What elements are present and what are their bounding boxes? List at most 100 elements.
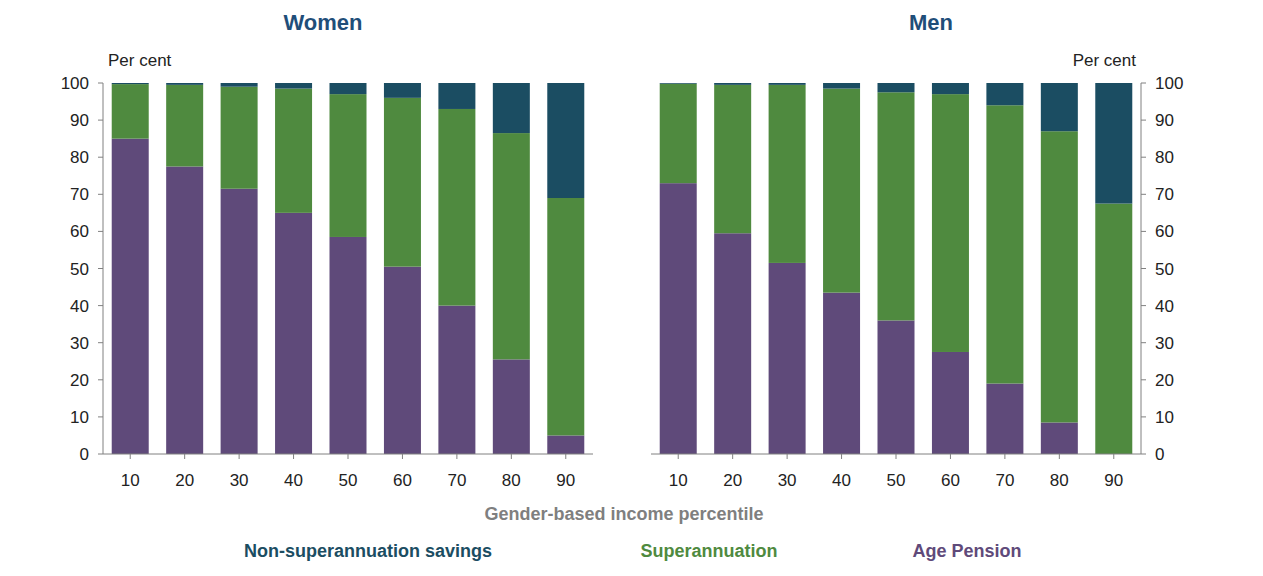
y-tick	[98, 120, 103, 121]
bar-segment	[714, 83, 751, 85]
bar-segment	[878, 92, 915, 320]
y-tick-label: 0	[1155, 445, 1164, 464]
x-tick	[841, 454, 842, 459]
bar-segment	[823, 89, 860, 293]
y-tick-label: 90	[1155, 111, 1174, 130]
x-tick	[184, 454, 185, 459]
bar-segment	[1041, 131, 1078, 422]
category-label: 10	[669, 471, 688, 490]
y-tick-label: 20	[70, 371, 89, 390]
bar-segment	[714, 85, 751, 233]
bar-segment	[438, 306, 475, 454]
y-tick-label: 90	[70, 111, 89, 130]
x-tick	[456, 454, 457, 459]
category-label: 90	[556, 471, 575, 490]
bar-segment	[330, 237, 367, 454]
y-tick	[98, 83, 103, 84]
bars	[112, 83, 585, 454]
x-tick	[293, 454, 294, 459]
y-tick	[1141, 342, 1146, 343]
category-label: 30	[230, 471, 249, 490]
x-axis-label: Gender-based income percentile	[484, 504, 763, 524]
y-tick-label: 60	[1155, 222, 1174, 241]
y-tick	[98, 454, 103, 455]
x-tick	[896, 454, 897, 459]
category-label: 50	[339, 471, 358, 490]
bar-segment	[438, 83, 475, 109]
bar-segment	[1095, 83, 1132, 204]
y-tick	[1141, 454, 1146, 455]
bar-segment	[438, 109, 475, 306]
y-tick-label: 0	[80, 445, 89, 464]
bar-segment	[384, 83, 421, 98]
bar-segment	[275, 213, 312, 454]
baseline	[103, 454, 593, 455]
category-label: 30	[778, 471, 797, 490]
x-tick	[1004, 454, 1005, 459]
y-tick-label: 80	[70, 148, 89, 167]
x-tick	[511, 454, 512, 459]
bar-segment	[1095, 204, 1132, 454]
bar-segment	[769, 263, 806, 454]
y-tick	[1141, 120, 1146, 121]
y-tick	[1141, 268, 1146, 269]
x-tick	[130, 454, 131, 459]
bar-segment	[493, 359, 530, 454]
y-tick-label: 100	[61, 74, 89, 93]
bar-segment	[714, 233, 751, 454]
category-label: 80	[1050, 471, 1069, 490]
bar-segment	[1041, 83, 1078, 131]
category-label: 70	[995, 471, 1014, 490]
category-label: 20	[723, 471, 742, 490]
x-tick	[787, 454, 788, 459]
category-label: 40	[284, 471, 303, 490]
y-tick-label: 60	[70, 222, 89, 241]
y-tick-label: 40	[70, 297, 89, 316]
y-axis-label: Per cent	[108, 51, 172, 70]
category-label: 90	[1104, 471, 1123, 490]
y-tick-label: 30	[70, 334, 89, 353]
x-tick	[565, 454, 566, 459]
y-tick	[1141, 194, 1146, 195]
category-label: 50	[887, 471, 906, 490]
chart: Women102030405060708090Men10203040506070…	[0, 0, 1263, 576]
category-label: 20	[175, 471, 194, 490]
bar-segment	[166, 85, 203, 167]
x-tick	[732, 454, 733, 459]
bar-segment	[823, 293, 860, 454]
bar-segment	[221, 83, 258, 87]
bar-segment	[932, 352, 969, 454]
bar-segment	[166, 166, 203, 454]
bar-segment	[1041, 422, 1078, 454]
y-tick-label: 10	[70, 408, 89, 427]
bar-segment	[547, 83, 584, 198]
x-tick	[239, 454, 240, 459]
y-tick-label: 50	[70, 260, 89, 279]
baseline	[651, 454, 1141, 455]
bar-segment	[112, 83, 149, 84]
legend-entry: Age Pension	[912, 541, 1021, 561]
y-axis-label: Per cent	[1073, 51, 1137, 70]
y-tick-label: 10	[1155, 408, 1174, 427]
category-label: 80	[502, 471, 521, 490]
x-tick	[678, 454, 679, 459]
bar-segment	[221, 87, 258, 189]
y-tick-label: 70	[70, 185, 89, 204]
bar-segment	[275, 83, 312, 89]
bar-segment	[878, 320, 915, 454]
y-tick	[1141, 379, 1146, 380]
bar-segment	[769, 83, 806, 85]
category-label: 70	[447, 471, 466, 490]
y-tick-label: 70	[1155, 185, 1174, 204]
bar-segment	[986, 105, 1023, 383]
bar-segment	[112, 84, 149, 139]
category-label: 60	[393, 471, 412, 490]
y-tick	[1141, 305, 1146, 306]
bar-segment	[384, 267, 421, 454]
legend-entry: Superannuation	[640, 541, 777, 561]
y-tick-label: 80	[1155, 148, 1174, 167]
y-tick	[98, 268, 103, 269]
bar-segment	[932, 94, 969, 352]
y-tick	[1141, 416, 1146, 417]
bar-segment	[112, 139, 149, 454]
